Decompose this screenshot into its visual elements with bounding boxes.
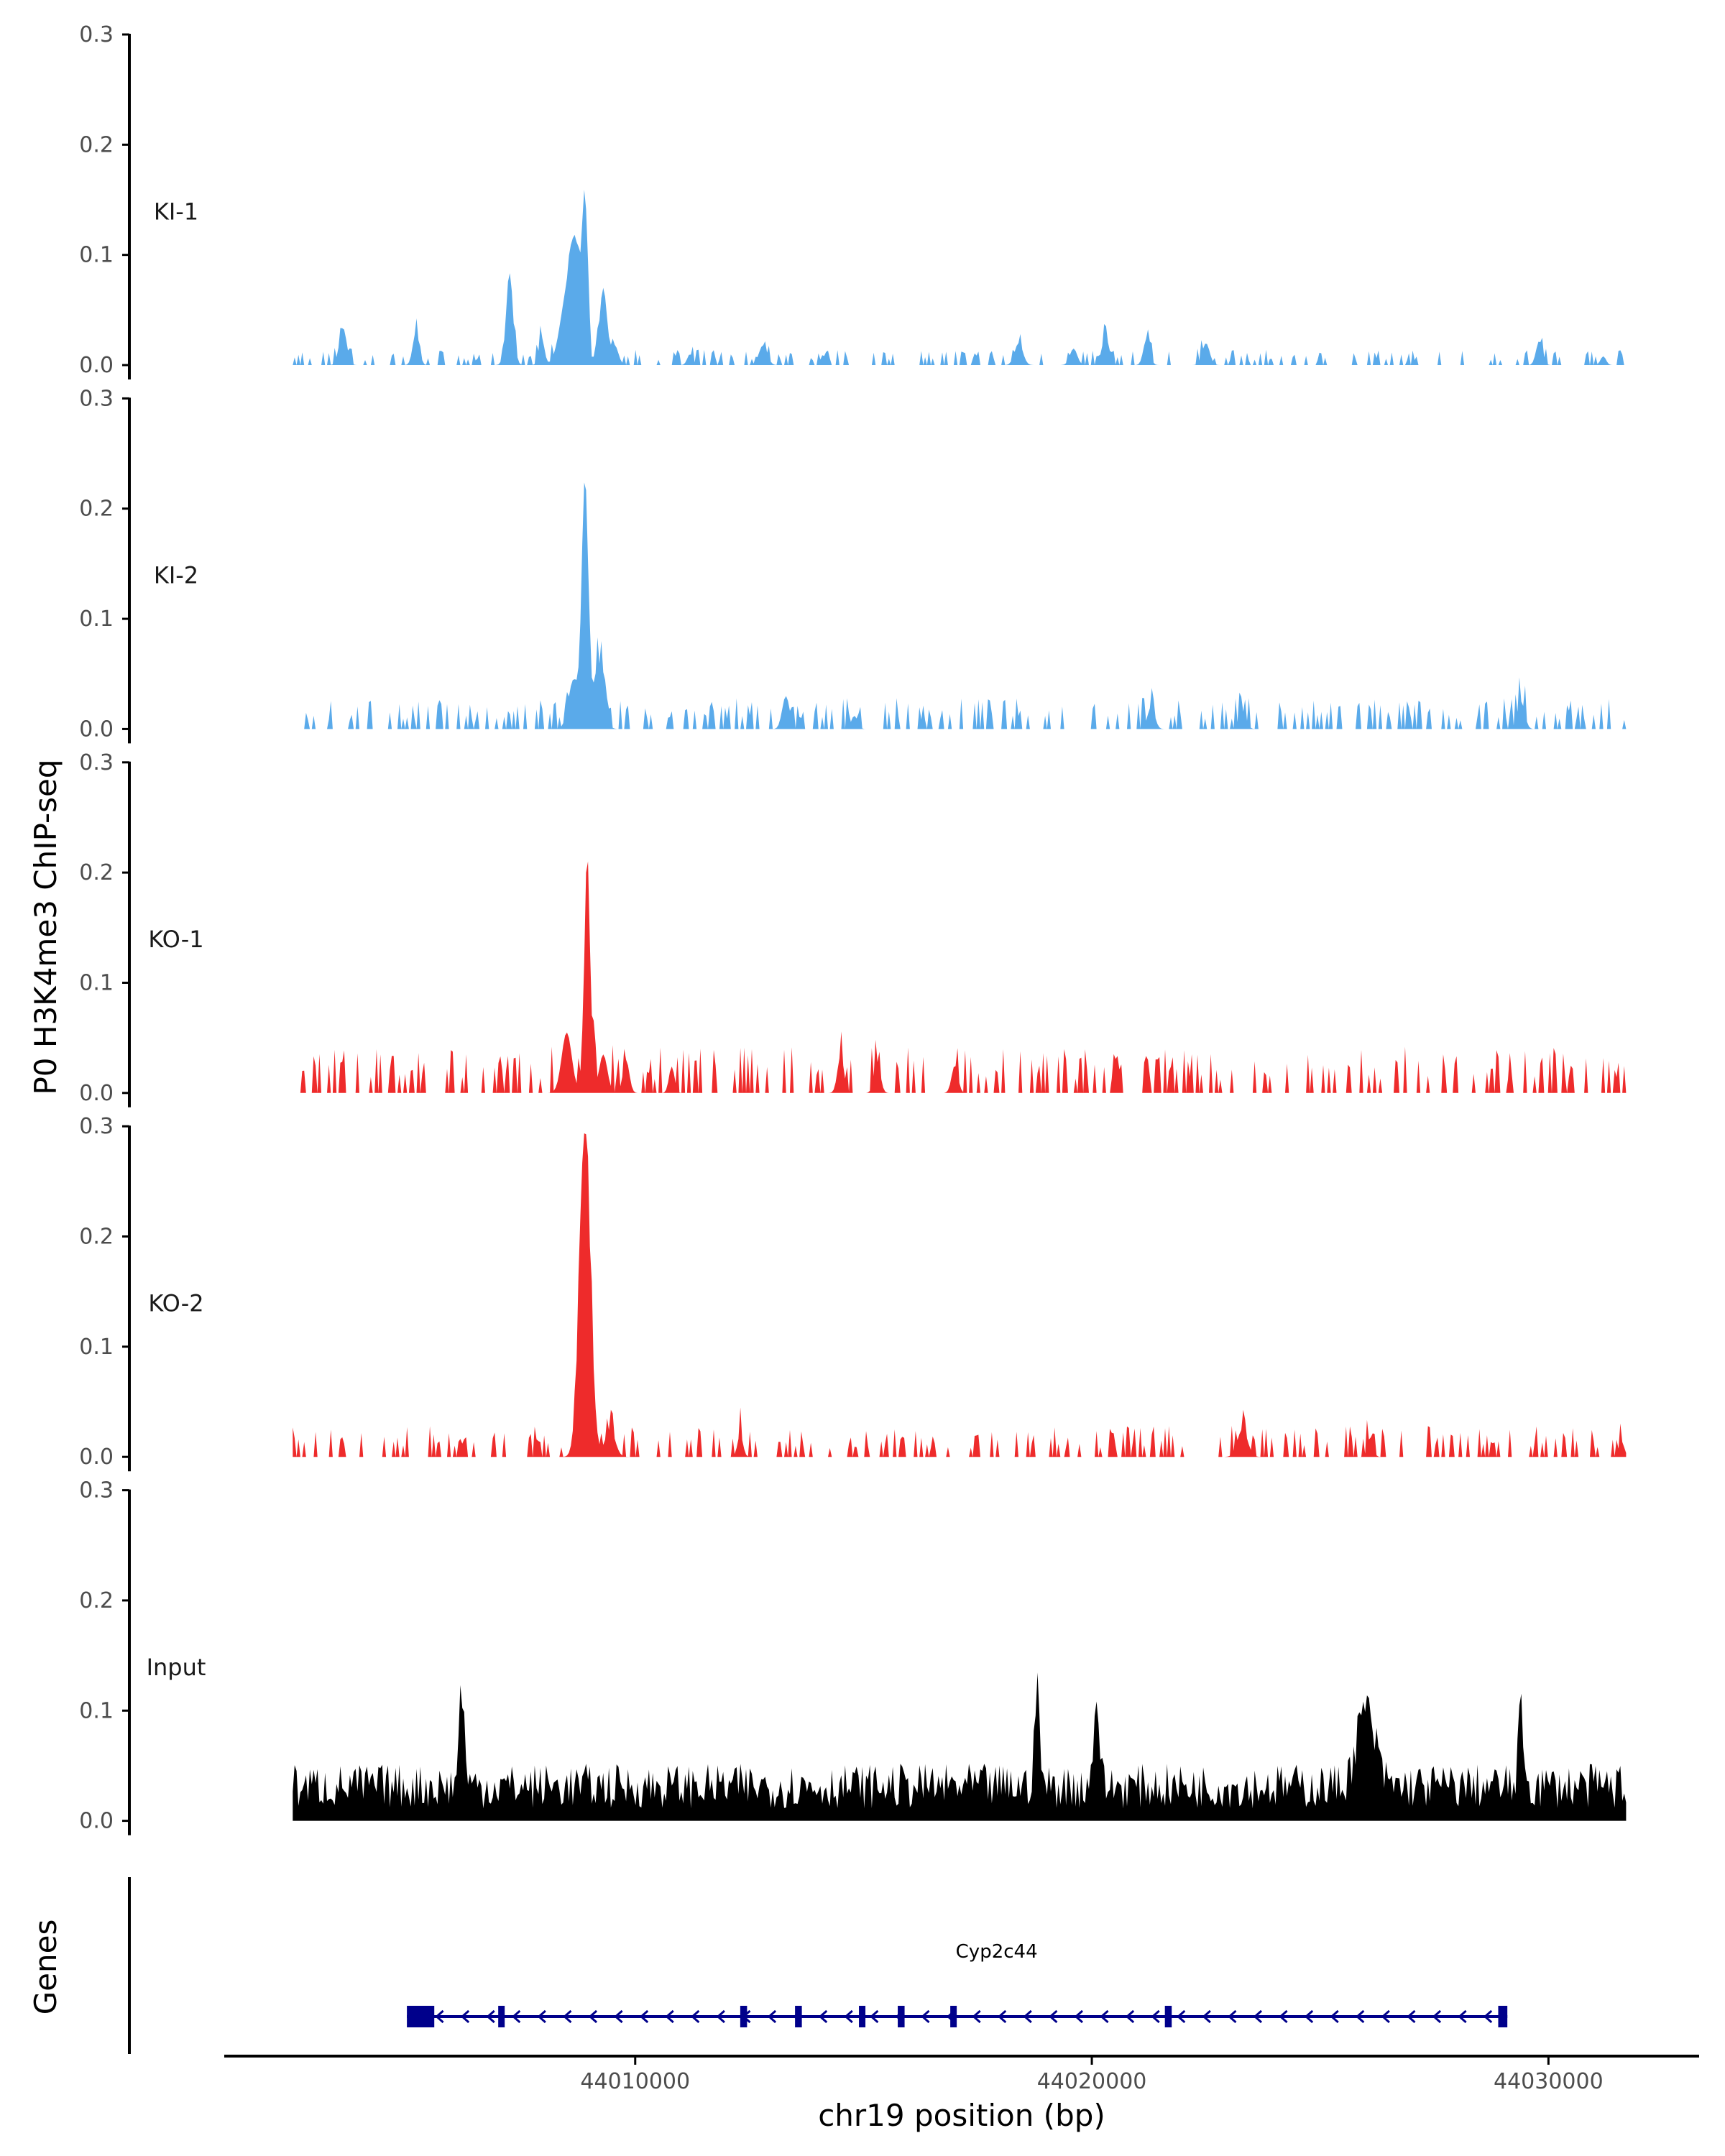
strand-arrow [1279,2009,1288,2024]
x-axis: chr19 position (bp) 44010000 44020000 4403… [224,2055,1699,2133]
y-tick-label: 0.2 [79,1225,114,1250]
x-tick-label: 44020000 [1037,2069,1147,2094]
gene-exon [795,2006,802,2027]
y-tick-label: 0.3 [79,750,114,775]
genes-label: Genes [28,1920,63,2015]
strand-arrow [691,2009,700,2024]
track-label: KO-1 [148,926,203,953]
signal-area-ki-1 [293,190,1627,365]
strand-arrow [1151,2009,1160,2024]
strand-arrow [1125,2009,1135,2024]
strand-arrow [639,2009,649,2024]
gene-exon [950,2006,957,2027]
strand-arrow [716,2009,725,2024]
signal-area-ko-1 [293,861,1627,1093]
y-tick-label: 0.0 [79,717,114,742]
track-input: 0.0 0.1 0.2 0.3 Input [79,1478,1627,1835]
gene-name-label: Cyp2c44 [956,1941,1038,1963]
strand-arrow [512,2009,521,2024]
gene-exon [498,2006,505,2027]
y-tick-label: 0.1 [79,607,114,632]
strand-arrow [998,2009,1007,2024]
strand-arrow [1074,2009,1083,2024]
strand-arrow [1483,2009,1493,2024]
track-label: KO-2 [148,1290,203,1317]
strand-arrow [537,2009,546,2024]
strand-arrow [1049,2009,1058,2024]
strand-arrow [844,2009,853,2024]
strand-arrow [1381,2009,1390,2024]
strand-arrow [486,2009,495,2024]
y-tick-label: 0.0 [79,1809,114,1834]
strand-arrow [460,2009,470,2024]
tracks-layer: 0.00.10.20.3KI-10.00.10.20.3KI-20.00.10.… [79,22,1627,1835]
strand-arrow [1458,2009,1467,2024]
strand-arrow [818,2009,828,2024]
gene-exon [859,2006,866,2027]
track-label: Input [147,1654,206,1681]
strand-arrow [1432,2009,1442,2024]
track-ki-2: 0.0 0.1 0.2 0.3 KI-2 [79,386,1627,744]
gene-exon [407,2006,435,2027]
strand-arrow [435,2009,444,2024]
strand-arrow [1304,2009,1314,2024]
track-label: KI-1 [154,198,198,225]
gene-exon [740,2006,748,2027]
strand-arrow [921,2009,930,2024]
track-ko-2: 0.0 0.1 0.2 0.3 KO-2 [79,1114,1627,1472]
strand-arrow [563,2009,572,2024]
y-tick-label: 0.0 [79,1081,114,1106]
strand-arrow [870,2009,879,2024]
gene-exon [1164,2006,1172,2027]
y-tick-label: 0.3 [79,22,114,47]
strand-arrow [1177,2009,1186,2024]
strand-arrow [1253,2009,1263,2024]
y-tick-label: 0.3 [79,1114,114,1139]
x-tick-label: 44010000 [580,2069,690,2094]
y-tick-label: 0.0 [79,1445,114,1470]
strand-arrow [1202,2009,1211,2024]
strand-arrow [614,2009,623,2024]
strand-arrow [1407,2009,1416,2024]
gene-exon [1498,2006,1508,2027]
strand-arrow [665,2009,674,2024]
y-tick-label: 0.2 [79,132,114,157]
y-tick-label: 0.1 [79,970,114,995]
strand-arrow [1228,2009,1237,2024]
y-tick-label: 0.1 [79,1698,114,1723]
gene-panel: Genes Cyp2c44 [28,1877,1508,2054]
gene-exon [898,2006,905,2027]
strand-arrow [972,2009,981,2024]
track-ko-1: 0.0 0.1 0.2 0.3 KO-1 [79,750,1627,1107]
signal-area-ko-2 [293,1133,1627,1457]
signal-area-input [293,1672,1627,1821]
signal-area-ki-2 [293,482,1627,729]
strand-arrow [1100,2009,1109,2024]
y-tick-label: 0.1 [79,243,114,268]
track-label: KI-2 [154,562,198,589]
y-tick-label: 0.1 [79,1335,114,1360]
y-tick-label: 0.3 [79,386,114,411]
y-tick-label: 0.2 [79,497,114,522]
track-ki-1: 0.0 0.1 0.2 0.3 KI-1 [79,22,1627,379]
y-tick-label: 0.0 [79,353,114,378]
y-tick-label: 0.2 [79,1588,114,1613]
x-tick-label: 44030000 [1494,2069,1604,2094]
x-axis-title: chr19 position (bp) [818,2098,1105,2133]
strand-arrow [588,2009,598,2024]
strand-arrow [1330,2009,1339,2024]
y-axis-title: P0 H3K4me3 ChIP-seq [28,759,63,1095]
strand-arrow [767,2009,777,2024]
strand-arrow [1356,2009,1365,2024]
y-tick-label: 0.3 [79,1478,114,1503]
y-tick-label: 0.2 [79,860,114,885]
strand-arrow [1023,2009,1032,2024]
